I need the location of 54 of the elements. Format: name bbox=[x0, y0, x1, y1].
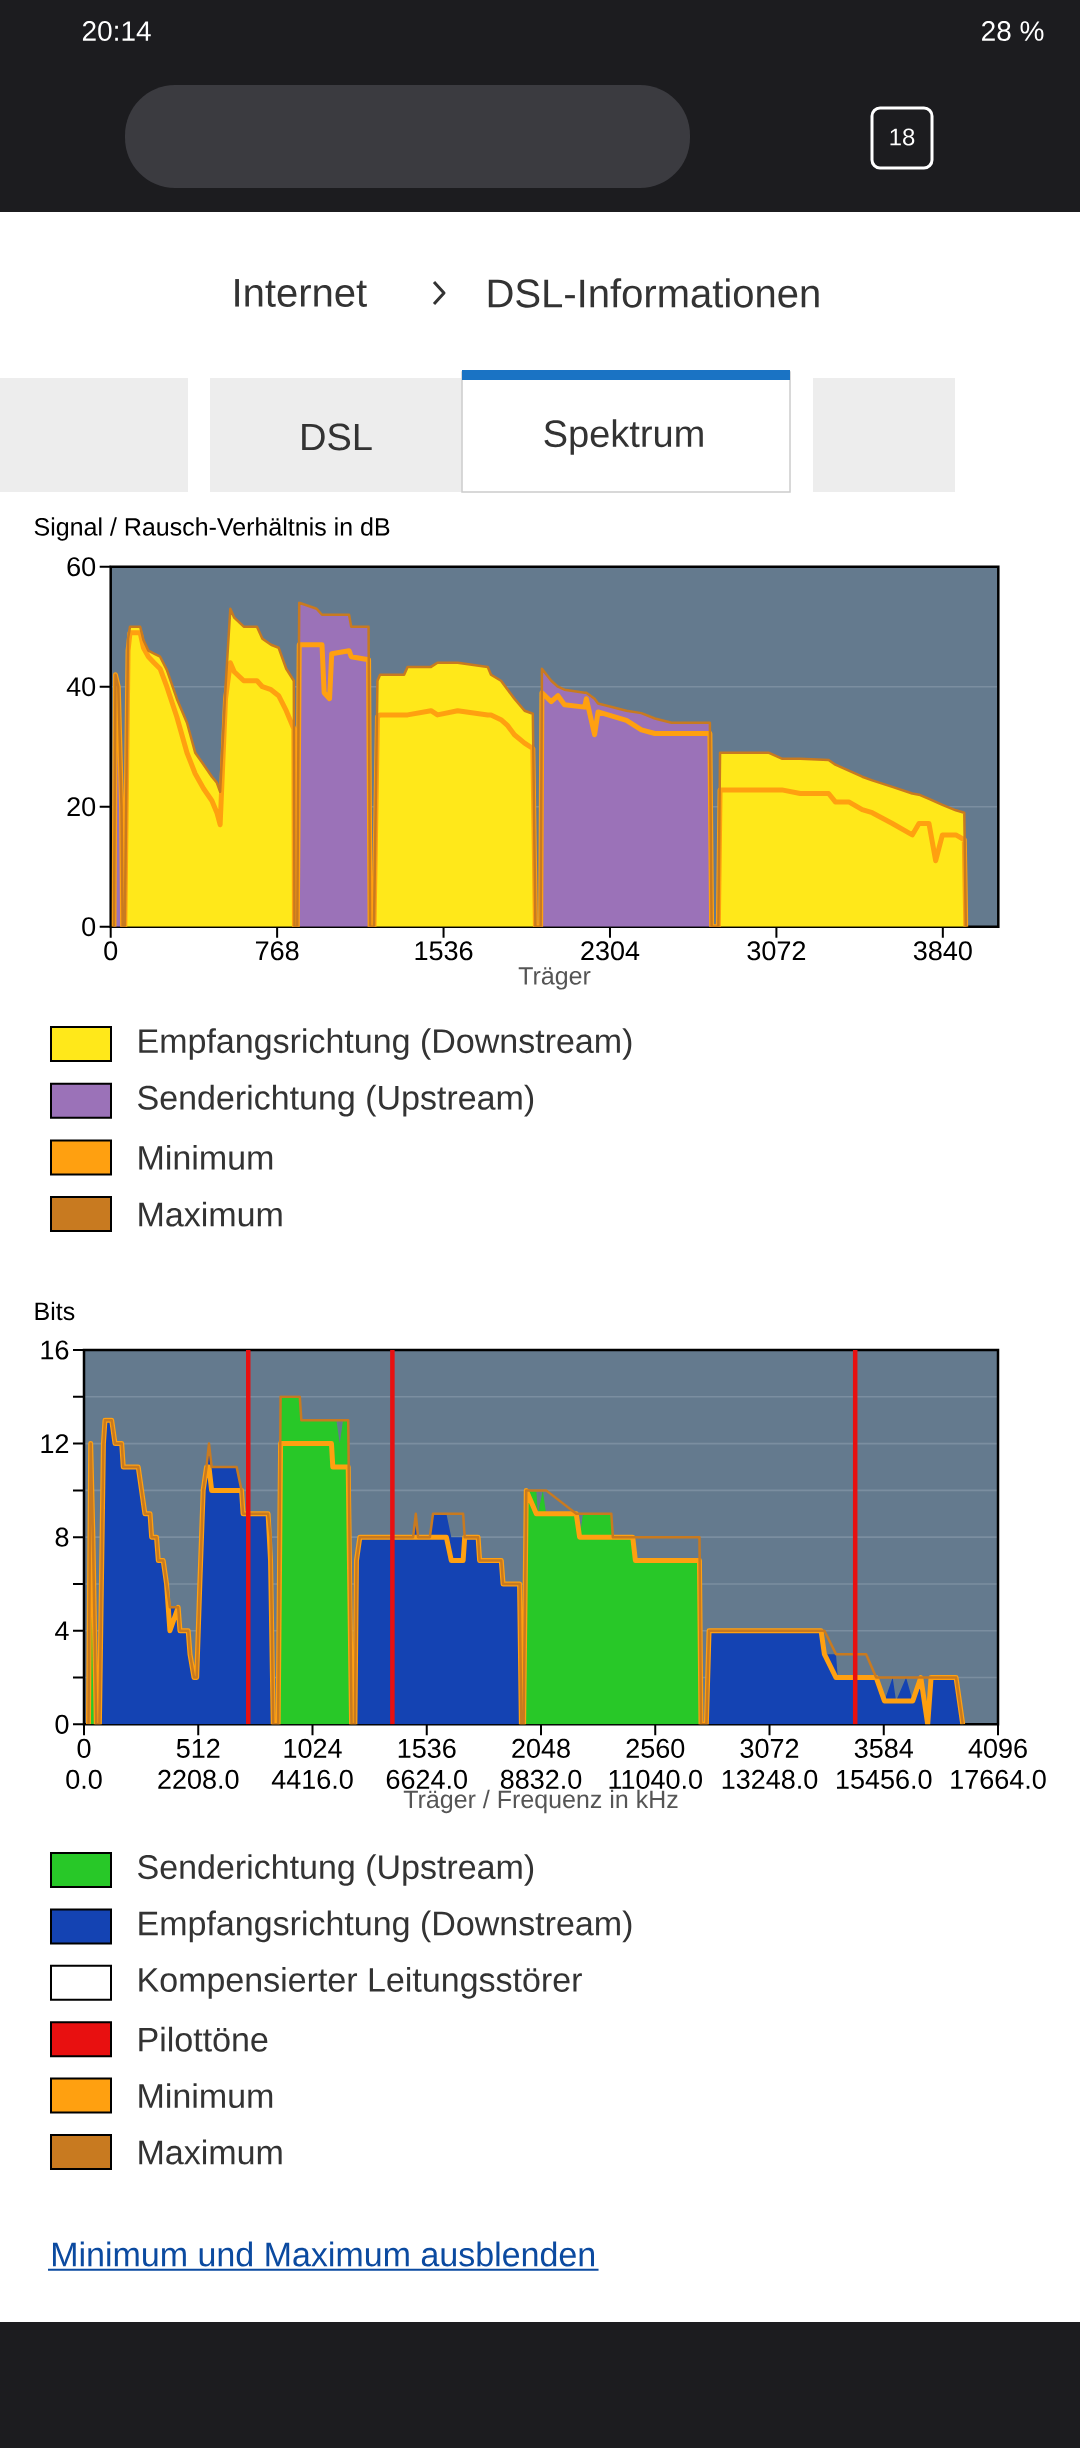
x2-tick-label: 4416.0 bbox=[271, 1769, 353, 1789]
legend-label: Maximum bbox=[139, 1201, 282, 1227]
x-tick-label: 1024 bbox=[284, 1738, 342, 1758]
x-tick-label: 3072 bbox=[747, 941, 806, 961]
y-tick-label: 60 bbox=[67, 557, 96, 577]
text: 18 bbox=[890, 128, 915, 146]
legend-label: Senderichtung (Upstream) bbox=[138, 1084, 534, 1117]
x2-tick-label: 17664.0 bbox=[951, 1769, 1046, 1789]
x-tick-label: 4096 bbox=[968, 1738, 1027, 1758]
legend-label: Minimum bbox=[139, 2083, 273, 2109]
x-tick-label: 3584 bbox=[854, 1738, 913, 1758]
x-tick-label: 1536 bbox=[415, 941, 473, 961]
text: Spektrum bbox=[544, 419, 703, 455]
x-tick-label: 2560 bbox=[626, 1738, 685, 1758]
x-tick-label: 768 bbox=[255, 941, 299, 961]
y-tick-label: 20 bbox=[67, 797, 96, 817]
x2-tick-label: 11040.0 bbox=[609, 1769, 702, 1789]
x-tick-label: 512 bbox=[176, 1738, 220, 1758]
y-tick-label: 16 bbox=[41, 1340, 69, 1360]
x-tick-label: 1536 bbox=[398, 1738, 456, 1758]
legend-label: Senderichtung (Upstream) bbox=[138, 1854, 534, 1886]
x-tick-label: 3072 bbox=[740, 1738, 799, 1758]
x2-tick-label: 8832.0 bbox=[500, 1769, 582, 1789]
y-axis-title: Signal / Rausch-Verhältnis in dB bbox=[34, 517, 390, 541]
x-tick-label: 3840 bbox=[913, 941, 972, 961]
x-tick-label: 2304 bbox=[581, 941, 640, 961]
y-axis-title: Bits bbox=[35, 1301, 75, 1321]
legend-label: Maximum bbox=[139, 2139, 282, 2165]
y-tick-label: 8 bbox=[55, 1527, 69, 1547]
legend-label: Kompensierter Leitungsstörer bbox=[139, 1966, 582, 1999]
x2-tick-label: 13248.0 bbox=[722, 1769, 818, 1789]
y-tick-label: 40 bbox=[66, 677, 96, 697]
legend-label: Minimum bbox=[139, 1144, 273, 1170]
y-tick-label: 12 bbox=[41, 1434, 69, 1454]
text: 28 % bbox=[982, 21, 1044, 41]
x-tick-label: 2048 bbox=[512, 1738, 570, 1758]
x-axis-title: Träger / Frequenz in kHz bbox=[403, 1789, 678, 1814]
text: 20:14 bbox=[82, 21, 151, 41]
x-tick-label: 0 bbox=[104, 941, 118, 961]
y-tick-label: 4 bbox=[55, 1621, 69, 1641]
x2-tick-label: 6624.0 bbox=[386, 1769, 467, 1789]
y-tick-label: 0 bbox=[82, 917, 96, 937]
text: Internet bbox=[235, 279, 367, 307]
text: DSL bbox=[302, 423, 372, 451]
text: DSL-Informationen bbox=[488, 278, 819, 308]
x-axis-title: Träger bbox=[518, 967, 591, 990]
x2-tick-label: 15456.0 bbox=[837, 1769, 932, 1789]
text: Minimum und Maximum ausblenden bbox=[52, 2241, 594, 2267]
y-tick-label: 0 bbox=[55, 1714, 69, 1734]
x2-tick-label: 2208.0 bbox=[158, 1769, 239, 1789]
legend-label: Empfangsrichtung (Downstream) bbox=[139, 1028, 632, 1060]
legend-label: Empfangsrichtung (Downstream) bbox=[139, 1910, 632, 1943]
legend-label: Pilottöne bbox=[139, 2026, 268, 2052]
x2-tick-label: 0.0 bbox=[66, 1769, 102, 1789]
